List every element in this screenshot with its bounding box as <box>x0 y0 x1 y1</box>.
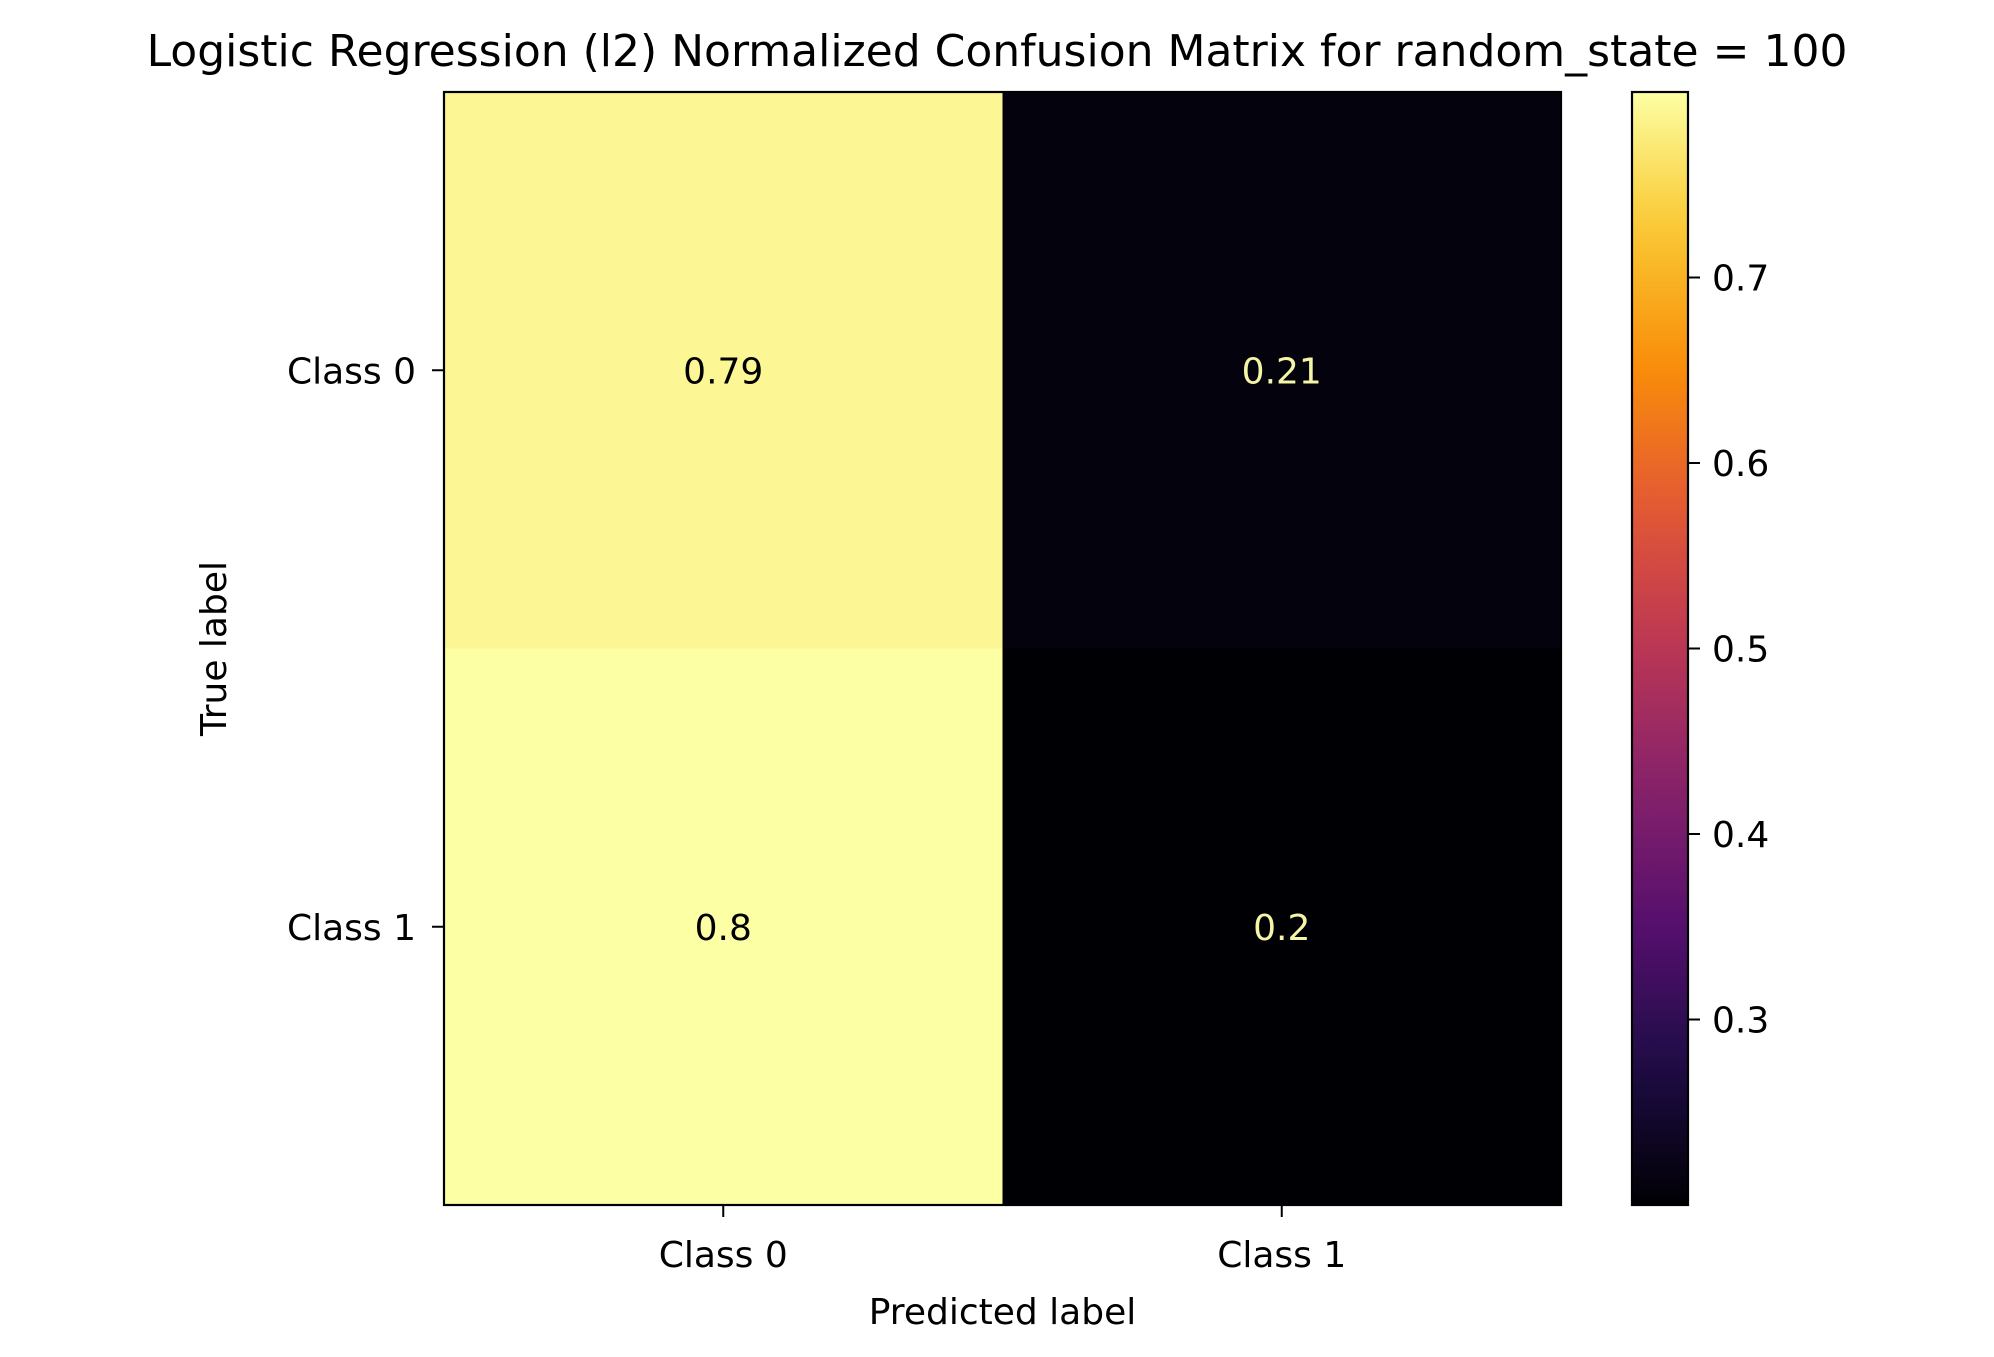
y-tick-label: Class 1 <box>287 908 416 949</box>
colorbar-ticks: 0.3 0.4 0.5 0.6 0.7 <box>1688 259 1769 1042</box>
y-axis-ticks: Class 0 Class 1 <box>287 351 444 949</box>
colorbar <box>1632 92 1688 1205</box>
colorbar-tick-label: 0.4 <box>1712 815 1769 856</box>
colorbar-tick-label: 0.3 <box>1712 1001 1769 1042</box>
x-axis-ticks: Class 0 Class 1 <box>659 1205 1347 1276</box>
matrix-value-label-0-1: 0.21 <box>1242 351 1322 392</box>
y-tick-label: Class 0 <box>287 351 416 392</box>
colorbar-tick-label: 0.6 <box>1712 444 1769 485</box>
x-tick-label: Class 0 <box>659 1235 788 1276</box>
matrix-value-label-1-1: 0.2 <box>1253 908 1310 949</box>
x-tick-label: Class 1 <box>1217 1235 1346 1276</box>
colorbar-tick-label: 0.5 <box>1712 630 1769 671</box>
chart-title: Logistic Regression (l2) Normalized Conf… <box>147 26 1848 77</box>
colorbar-tick-label: 0.7 <box>1712 259 1769 300</box>
y-axis-label: True label <box>194 561 235 737</box>
x-axis-label: Predicted label <box>869 1292 1137 1333</box>
matrix-value-label-0-0: 0.79 <box>683 351 763 392</box>
matrix-value-label-1-0: 0.8 <box>695 908 752 949</box>
matrix-cells: 0.79 0.21 0.8 0.2 <box>444 92 1562 1206</box>
